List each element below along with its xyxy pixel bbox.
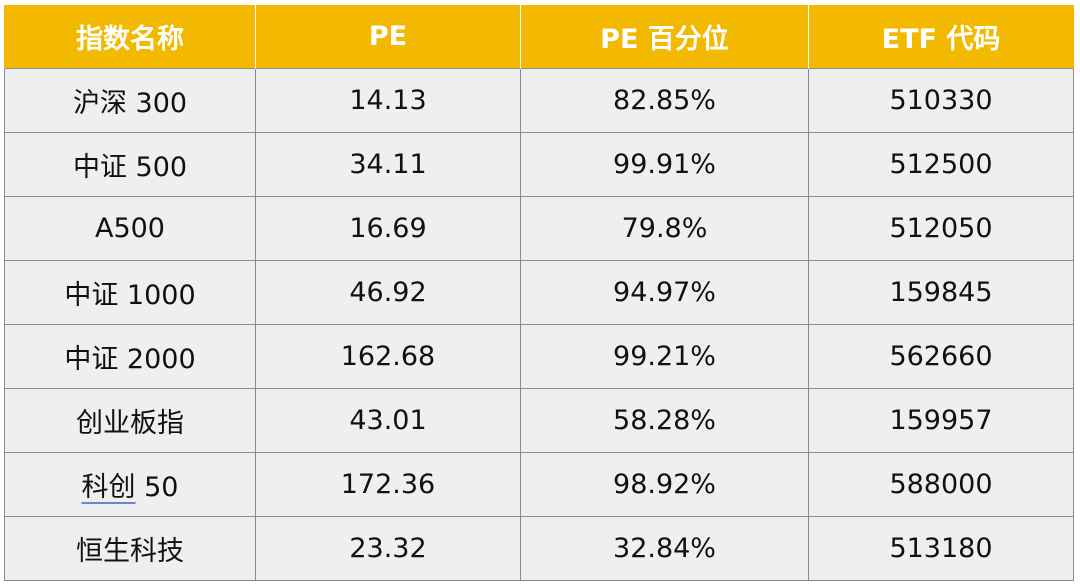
cell-index-name: 沪深 300	[4, 68, 256, 133]
table-row: 中证 2000 162.68 99.21% 562660	[4, 324, 1074, 389]
cell-index-name: 中证 2000	[4, 324, 256, 389]
cell-pe-percentile: 79.8%	[520, 196, 809, 261]
cell-pe: 43.01	[255, 388, 521, 453]
cell-pe: 162.68	[255, 324, 521, 389]
cell-index-name: 中证 500	[4, 132, 256, 197]
cell-pe-percentile: 32.84%	[520, 516, 809, 581]
table-row: 中证 500 34.11 99.91% 512500	[4, 132, 1074, 197]
cell-etf-code: 588000	[808, 452, 1074, 517]
table-row: 创业板指 43.01 58.28% 159957	[4, 388, 1074, 453]
cell-etf-code: 512500	[808, 132, 1074, 197]
cell-pe: 34.11	[255, 132, 521, 197]
cell-etf-code: 510330	[808, 68, 1074, 133]
cell-pe-percentile: 98.92%	[520, 452, 809, 517]
cell-etf-code: 159957	[808, 388, 1074, 453]
table-row: 恒生科技 23.32 32.84% 513180	[4, 516, 1074, 581]
cell-pe: 172.36	[255, 452, 521, 517]
cell-pe-percentile: 99.91%	[520, 132, 809, 197]
cell-pe-percentile: 82.85%	[520, 68, 809, 133]
cell-etf-code: 512050	[808, 196, 1074, 261]
table-header-row: 指数名称 PE PE 百分位 ETF 代码	[4, 5, 1074, 69]
table-row: A500 16.69 79.8% 512050	[4, 196, 1074, 261]
cell-pe-percentile: 99.21%	[520, 324, 809, 389]
header-etf-code: ETF 代码	[808, 5, 1074, 69]
cell-pe: 23.32	[255, 516, 521, 581]
cell-index-name: 科创 50	[4, 452, 256, 517]
cell-index-name: 恒生科技	[4, 516, 256, 581]
cell-index-name: A500	[4, 196, 256, 261]
cell-index-name: 创业板指	[4, 388, 256, 453]
index-pe-table: 指数名称 PE PE 百分位 ETF 代码 沪深 300 14.13 82.85…	[4, 5, 1074, 581]
table-row: 中证 1000 46.92 94.97% 159845	[4, 260, 1074, 325]
header-pe-percentile: PE 百分位	[520, 5, 809, 69]
cell-pe-percentile: 94.97%	[520, 260, 809, 325]
cell-pe: 14.13	[255, 68, 521, 133]
table-row: 科创 50 172.36 98.92% 588000	[4, 452, 1074, 517]
index-name-underlined-part: 科创	[81, 472, 136, 503]
header-pe: PE	[255, 5, 521, 69]
table-row: 沪深 300 14.13 82.85% 510330	[4, 68, 1074, 133]
index-name-rest: 50	[135, 472, 179, 503]
index-pe-table-container: 指数名称 PE PE 百分位 ETF 代码 沪深 300 14.13 82.85…	[4, 5, 1074, 581]
cell-etf-code: 513180	[808, 516, 1074, 581]
cell-pe-percentile: 58.28%	[520, 388, 809, 453]
cell-pe: 46.92	[255, 260, 521, 325]
cell-etf-code: 159845	[808, 260, 1074, 325]
cell-index-name: 中证 1000	[4, 260, 256, 325]
header-index-name: 指数名称	[4, 5, 256, 69]
cell-etf-code: 562660	[808, 324, 1074, 389]
cell-pe: 16.69	[255, 196, 521, 261]
